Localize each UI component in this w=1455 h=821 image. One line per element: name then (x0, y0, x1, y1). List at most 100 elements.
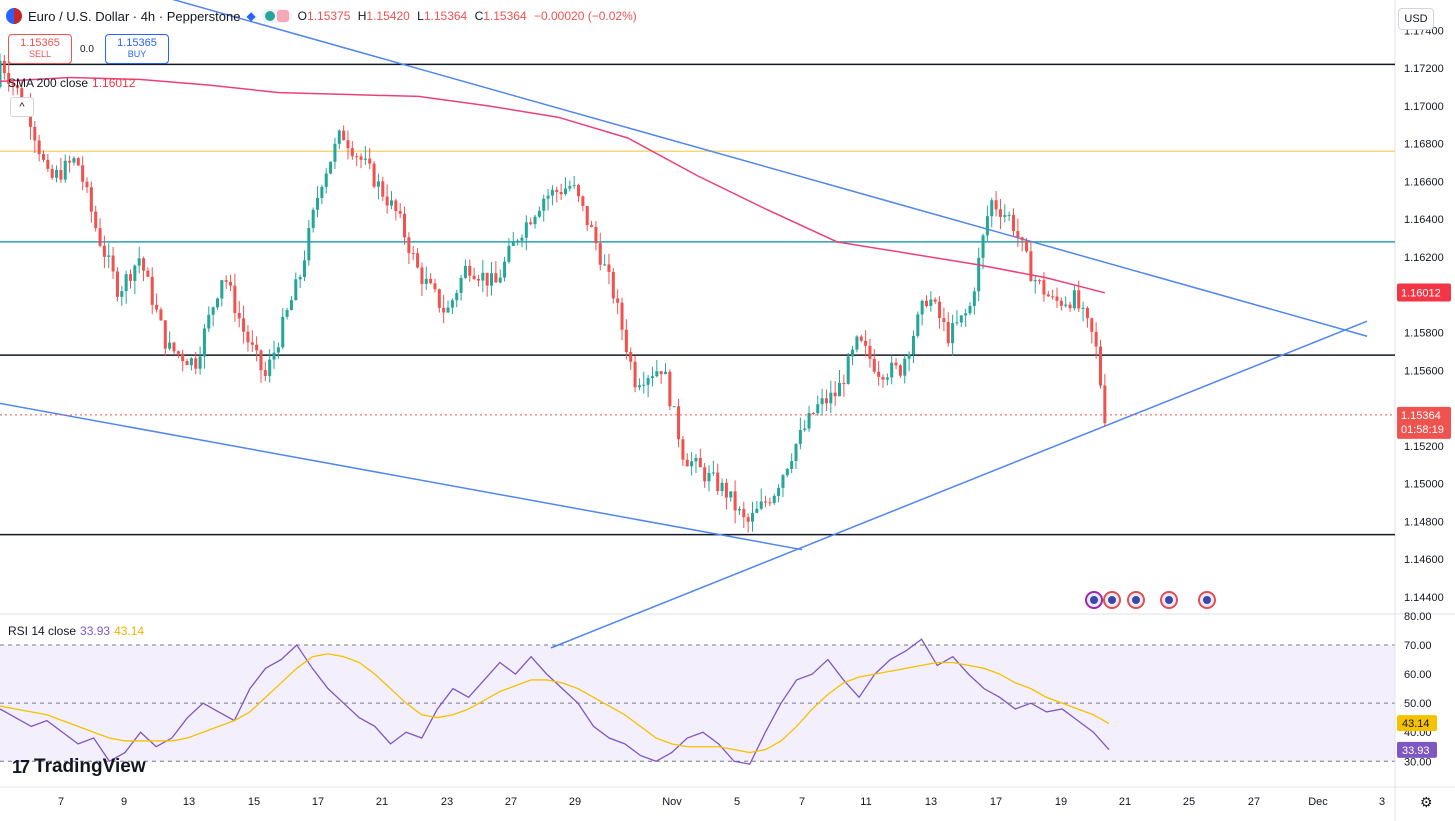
candle-body (946, 321, 950, 344)
chart-layout-icon[interactable]: ◆ (246, 9, 256, 23)
candle-body (41, 154, 46, 160)
candle-body (416, 253, 420, 268)
candle-body (563, 188, 567, 195)
candle-body (742, 509, 746, 518)
candle-body (759, 501, 763, 509)
candle-body (559, 192, 563, 195)
candle-body (185, 360, 189, 366)
candle-body (650, 376, 654, 379)
candle-body (111, 255, 115, 272)
candle-body (1011, 214, 1016, 232)
candle-body (585, 205, 589, 226)
time-tick-label: Dec (1308, 796, 1328, 808)
candle-body (1090, 318, 1094, 332)
candle-body (298, 276, 302, 280)
candle-body (172, 342, 176, 352)
candle-body (607, 264, 611, 272)
currency-selector[interactable]: USD (1398, 8, 1434, 30)
time-tick-label: 9 (121, 796, 127, 808)
rsi-ma-tag-label: 43.14 (1402, 718, 1430, 730)
candle-body (924, 300, 929, 307)
buy-button[interactable]: 1.15365 BUY (105, 34, 169, 64)
us-event-icon[interactable] (1103, 591, 1121, 609)
candle-body (851, 349, 855, 357)
price-tick-label: 1.16800 (1404, 139, 1444, 151)
candle-body (694, 457, 698, 462)
ohlc-close: C1.15364 (474, 9, 527, 23)
settings-gear-icon[interactable]: ⚙ (1420, 794, 1433, 810)
time-tick-label: Nov (662, 796, 682, 808)
candle-body (750, 512, 755, 522)
candle-body (211, 307, 215, 315)
rsi-legend[interactable]: RSI 14 close 33.93 43.14 (8, 624, 144, 638)
candle-body (311, 209, 315, 228)
candle-body (407, 237, 411, 254)
sell-button[interactable]: 1.15365 SELL (8, 34, 72, 64)
candle-body (868, 345, 872, 359)
candle-body (1029, 251, 1033, 282)
candle-body (729, 491, 733, 498)
symbol-title[interactable]: Euro / U.S. Dollar · 4h · Pepperstone (28, 8, 241, 24)
candle-body (516, 240, 520, 242)
candle-body (772, 495, 776, 504)
candle-body (790, 461, 794, 469)
candle-body (289, 300, 293, 311)
candle-body (381, 181, 385, 197)
symbol-header[interactable]: Euro / U.S. Dollar · 4h · Pepperstone ◆ … (6, 8, 641, 24)
candle-body (911, 335, 915, 355)
sma-price-label: 1.16012 (1401, 287, 1441, 299)
time-tick-label: 13 (183, 796, 195, 808)
candle-body (611, 271, 615, 299)
candle-body (829, 392, 833, 404)
candle-body (1025, 240, 1029, 252)
sma-value: 1.16012 (92, 76, 136, 90)
rsi-label: RSI 14 close (8, 624, 77, 638)
candle-body (577, 185, 581, 197)
candle-body (294, 279, 298, 301)
event-marker-icon[interactable] (1085, 591, 1103, 609)
candle-body (142, 258, 146, 271)
candle-body (807, 412, 811, 429)
candle-body (89, 187, 93, 212)
trendline (172, 0, 1368, 337)
rsi-value-tag (1397, 741, 1437, 758)
candle-body (668, 371, 672, 407)
us-event-icon[interactable] (1198, 591, 1216, 609)
tradingview-logo[interactable]: 17 TradingView (12, 756, 146, 778)
trendline (0, 402, 803, 551)
candle-body (437, 289, 441, 308)
candle-body (189, 358, 193, 366)
candle-body (507, 245, 511, 262)
trendline (550, 320, 1368, 649)
candle-body (150, 276, 154, 305)
candle-body (624, 329, 628, 352)
candle-body (337, 130, 341, 144)
candle-body (459, 277, 463, 293)
candle-body (163, 320, 167, 349)
market-status-pill[interactable] (261, 9, 292, 23)
candle-body (977, 257, 981, 292)
candle-body (798, 429, 802, 445)
candle-body (20, 88, 24, 104)
candle-body (207, 314, 211, 329)
candle-body (864, 340, 868, 346)
ohlc-open: O1.15375 (297, 9, 351, 23)
buy-label: BUY (127, 49, 147, 59)
collapse-legend-button[interactable]: ^ (10, 97, 34, 117)
candle-body (355, 156, 359, 158)
spread-value: 0.0 (80, 44, 94, 55)
candle-body (659, 371, 663, 375)
candle-body (994, 200, 998, 210)
candle-body (81, 165, 85, 182)
sma-legend[interactable]: SMA 200 close 1.16012 (8, 76, 135, 90)
eu-event-icon[interactable] (1127, 591, 1145, 609)
candle-body (346, 140, 350, 149)
eu-event-icon[interactable] (1160, 591, 1178, 609)
candle-body (542, 198, 546, 211)
candle-body (820, 398, 824, 405)
candle-body (716, 472, 720, 492)
sma-label: SMA 200 close (8, 76, 89, 90)
ohlc-high: H1.15420 (357, 9, 410, 23)
candle-body (929, 299, 933, 307)
